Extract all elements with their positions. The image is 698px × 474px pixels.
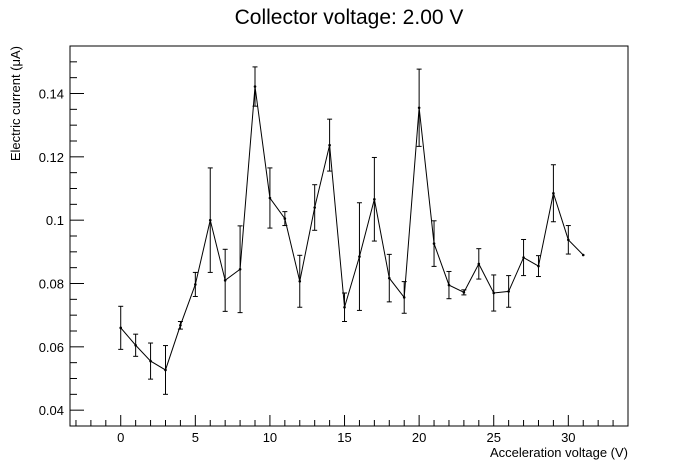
y-axis: 0.04 0.06 0.08 0.1 0.12 0.14 [39, 45, 84, 418]
data-point [268, 196, 272, 200]
data-point [581, 253, 585, 257]
x-tick-label: 0 [117, 430, 124, 445]
x-tick-label: 10 [263, 430, 277, 445]
data-point [298, 279, 302, 283]
data-point [119, 326, 123, 330]
y-tick-label: 0.1 [46, 213, 64, 228]
series-line [120, 86, 584, 371]
data-point [402, 296, 406, 299]
data-point [343, 305, 346, 309]
y-tick-label: 0.08 [39, 277, 64, 292]
data-point [432, 242, 436, 245]
data-point [358, 255, 361, 258]
data-point [417, 106, 421, 110]
y-tick-label: 0.14 [39, 87, 64, 102]
data-point [149, 359, 152, 363]
x-tick-label: 5 [192, 430, 199, 445]
data-point [253, 85, 257, 88]
data-point [223, 279, 227, 282]
data-point [283, 217, 287, 220]
data-point [567, 238, 570, 242]
data-point [194, 283, 197, 286]
data-point [462, 291, 466, 294]
data-point [238, 267, 242, 271]
data-point [447, 283, 451, 287]
data-point [507, 290, 510, 293]
x-tick-label: 25 [486, 430, 500, 445]
y-tick-label: 0.06 [39, 340, 64, 355]
data-point [492, 291, 496, 295]
x-axis: 0 5 10 15 20 25 30 [75, 415, 629, 445]
data-point [134, 343, 137, 347]
x-tick-label: 20 [412, 430, 426, 445]
data-point [313, 206, 316, 209]
x-tick-label: 15 [337, 430, 351, 445]
data-point [537, 264, 540, 268]
y-tick-label: 0.12 [39, 150, 64, 165]
y-tick-label: 0.04 [39, 403, 64, 418]
data-point [164, 368, 167, 372]
data-point [522, 256, 525, 259]
data-point [477, 262, 481, 266]
data-point [208, 218, 212, 222]
x-axis-label: Acceleration voltage (V) [490, 445, 628, 460]
data-point [552, 191, 555, 195]
data-point [373, 197, 376, 201]
data-series [118, 66, 585, 395]
data-point [387, 276, 391, 280]
data-point [179, 324, 182, 327]
chart-title: Collector voltage: 2.00 V [235, 6, 464, 29]
data-point [328, 143, 331, 147]
x-tick-label: 30 [561, 430, 575, 445]
y-axis-label: Electric current (μA) [8, 46, 23, 161]
